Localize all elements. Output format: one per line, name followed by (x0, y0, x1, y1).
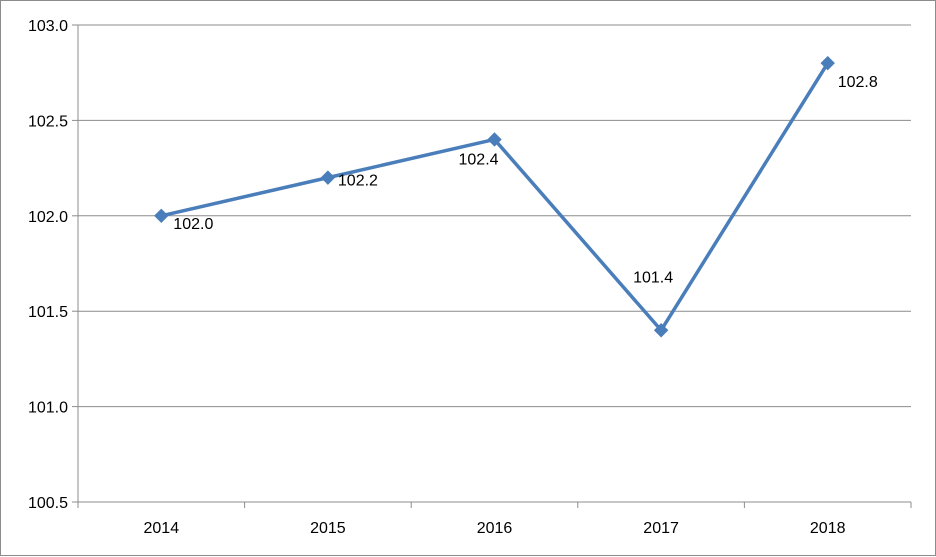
data-point-marker (820, 55, 835, 71)
x-tick-label: 2014 (144, 520, 180, 537)
data-point-marker (653, 323, 669, 338)
data-point-marker (154, 208, 169, 224)
gridlines (78, 24, 911, 503)
data-label: 102.8 (838, 74, 878, 91)
y-tick-label: 102.5 (28, 113, 68, 130)
series-markers (154, 55, 835, 338)
data-label: 101.4 (633, 269, 673, 286)
x-tick-label: 2015 (310, 520, 346, 537)
series-line-layer (160, 62, 830, 333)
x-axis-tick-labels: 2014 2015 2016 2017 2018 (144, 520, 846, 537)
data-label: 102.0 (173, 216, 213, 233)
y-tick-label: 102.0 (28, 209, 68, 226)
data-label: 102.2 (338, 173, 378, 190)
series-line (160, 62, 830, 333)
x-tick-label: 2016 (477, 520, 513, 537)
data-point-marker (487, 132, 502, 147)
x-tick-label: 2017 (643, 520, 679, 537)
y-tick-label: 100.5 (28, 495, 68, 512)
data-point-marker (320, 170, 336, 185)
x-tick-label: 2018 (810, 520, 846, 537)
y-tick-label: 101.0 (28, 400, 68, 417)
axes (72, 24, 912, 508)
y-tick-label: 101.5 (28, 304, 68, 321)
data-label: 102.4 (459, 151, 499, 168)
data-labels: 102.0 102.2 102.4 101.4 102.8 (173, 74, 878, 286)
y-tick-label: 103.0 (28, 18, 68, 35)
y-axis-tick-labels: 100.5 101.0 101.5 102.0 102.5 103.0 (28, 18, 68, 512)
